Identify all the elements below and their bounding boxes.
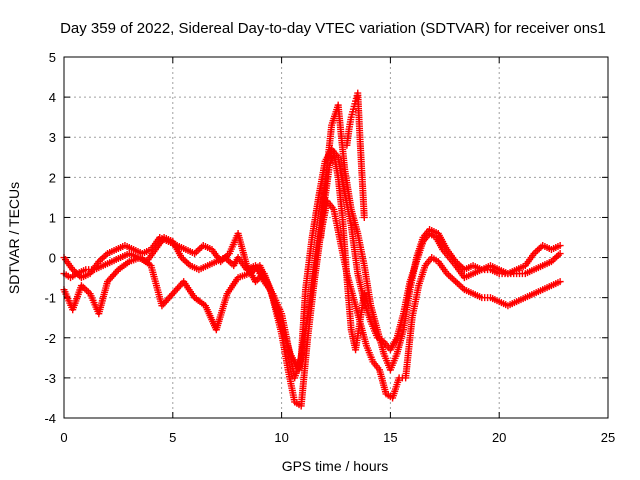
data-points bbox=[60, 89, 564, 410]
y-tick-label: 3 bbox=[49, 130, 56, 145]
interpolated-marker bbox=[551, 254, 559, 262]
interpolated-marker bbox=[183, 258, 191, 266]
y-tick-label: -1 bbox=[44, 291, 56, 306]
x-axis-label: GPS time / hours bbox=[282, 458, 389, 474]
interpolated-marker bbox=[533, 246, 541, 254]
x-tick-label: 5 bbox=[169, 430, 176, 445]
interpolated-marker bbox=[532, 248, 540, 256]
interpolated-marker bbox=[100, 253, 108, 261]
y-tick-label: -2 bbox=[44, 331, 56, 346]
interpolated-marker bbox=[453, 279, 461, 287]
y-tick-label: -3 bbox=[44, 371, 56, 386]
series-peak-spike bbox=[343, 89, 368, 221]
interpolated-marker bbox=[181, 257, 189, 265]
y-tick-label: 1 bbox=[49, 210, 56, 225]
interpolated-marker bbox=[455, 281, 463, 289]
data-point bbox=[452, 278, 460, 286]
data-point bbox=[556, 278, 564, 286]
x-tick-label: 20 bbox=[492, 430, 506, 445]
y-tick-label: 4 bbox=[49, 90, 56, 105]
y-tick-label: 0 bbox=[49, 251, 56, 266]
data-point bbox=[360, 213, 368, 221]
interpolated-marker bbox=[553, 253, 561, 261]
interpolated-marker bbox=[446, 273, 454, 281]
data-point bbox=[365, 302, 373, 310]
interpolated-marker bbox=[81, 285, 89, 293]
y-axis-label: SDTVAR / TECUs bbox=[6, 182, 22, 294]
interpolated-marker bbox=[445, 271, 453, 279]
interpolated-marker bbox=[98, 254, 106, 262]
interpolated-marker bbox=[83, 286, 91, 294]
interpolated-marker bbox=[450, 276, 458, 284]
data-point bbox=[556, 242, 564, 250]
interpolated-marker bbox=[457, 282, 465, 290]
grid bbox=[64, 57, 608, 418]
interpolated-marker bbox=[448, 274, 456, 282]
series-lower-band bbox=[60, 197, 564, 410]
axis-ticks: 0 5 10 15 20 25 -4 -3 -2 -1 0 1 2 3 4 5 bbox=[44, 50, 615, 445]
series-excursion bbox=[317, 149, 373, 354]
y-tick-label: -4 bbox=[44, 411, 56, 426]
y-tick-label: 2 bbox=[49, 170, 56, 185]
x-tick-label: 15 bbox=[383, 430, 397, 445]
interpolated-marker bbox=[192, 248, 200, 256]
y-tick-label: 5 bbox=[49, 50, 56, 65]
chart-title: Day 359 of 2022, Sidereal Day-to-day VTE… bbox=[60, 20, 606, 37]
data-point bbox=[556, 250, 564, 258]
x-tick-label: 10 bbox=[274, 430, 288, 445]
x-tick-label: 0 bbox=[60, 430, 67, 445]
interpolated-marker bbox=[226, 258, 234, 266]
plot-frame bbox=[63, 56, 609, 419]
x-tick-label: 25 bbox=[601, 430, 615, 445]
